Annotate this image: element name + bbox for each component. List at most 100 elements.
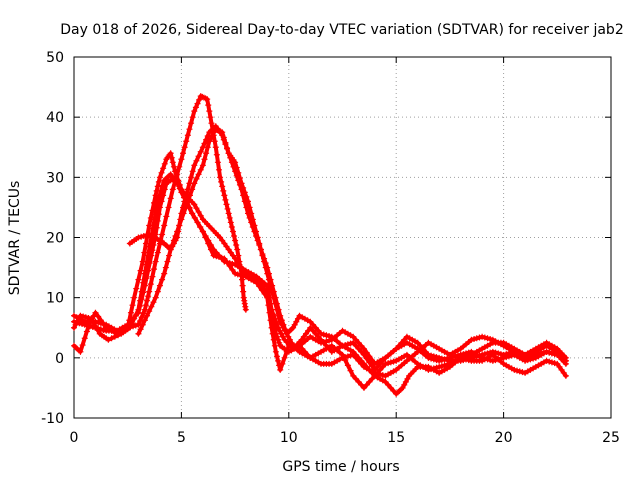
data-point (366, 378, 373, 385)
data-point (438, 357, 445, 364)
data-point (180, 150, 187, 157)
data-point (315, 333, 322, 340)
data-point (320, 331, 327, 338)
y-tick-label: 0 (55, 351, 64, 367)
data-point (358, 381, 365, 388)
data-point (291, 321, 298, 328)
data-point (82, 314, 89, 321)
data-point (192, 104, 199, 111)
axes: 0 5 10 15 20 25 -10 0 10 20 30 40 50 (41, 50, 620, 446)
data-point (224, 259, 231, 266)
x-tick-label: 5 (177, 430, 186, 446)
data-point (197, 223, 204, 230)
data-point (239, 276, 246, 283)
data-point (438, 363, 445, 370)
data-point (271, 342, 278, 349)
data-point (436, 357, 443, 364)
data-point (113, 327, 120, 334)
data-point (259, 251, 266, 258)
data-point (519, 351, 526, 358)
data-point (142, 302, 149, 309)
data-point (519, 369, 526, 376)
data-point (281, 354, 288, 361)
data-point (154, 183, 161, 190)
data-point (210, 252, 217, 259)
data-point (358, 348, 365, 355)
data-point (147, 281, 154, 288)
data-point (402, 378, 409, 385)
data-point (294, 315, 301, 322)
data-point (221, 240, 228, 247)
data-point (194, 219, 201, 226)
data-point (231, 232, 238, 239)
data-point (355, 357, 362, 364)
data-point (205, 102, 212, 109)
data-point (239, 282, 246, 289)
data-point (213, 151, 220, 158)
data-point (377, 371, 384, 378)
data-point (527, 356, 534, 363)
data-point (224, 205, 231, 212)
data-point (235, 252, 242, 259)
data-point (290, 324, 297, 331)
data-point (272, 348, 279, 355)
data-point (201, 156, 208, 163)
data-point (219, 129, 226, 136)
data-point (205, 240, 212, 247)
data-point (358, 342, 365, 349)
data-point (135, 276, 142, 283)
data-point (158, 169, 165, 176)
data-point (271, 315, 278, 322)
data-point (145, 293, 152, 300)
data-point (543, 348, 550, 355)
data-point (135, 234, 142, 241)
data-point (178, 186, 185, 193)
data-point (221, 255, 228, 262)
data-point (379, 372, 386, 379)
data-point (276, 339, 283, 346)
data-point (385, 381, 392, 388)
data-point (264, 294, 271, 301)
data-point (217, 234, 224, 241)
data-point (127, 309, 134, 316)
data-point (233, 164, 240, 171)
data-point (166, 252, 173, 259)
data-point (270, 288, 277, 295)
data-point (154, 249, 161, 256)
data-point (169, 186, 176, 193)
data-point (279, 333, 286, 340)
data-point (156, 174, 163, 181)
data-point (244, 198, 251, 205)
data-point (556, 363, 563, 370)
data-point (122, 325, 129, 332)
data-point (261, 255, 268, 262)
data-point (80, 313, 87, 320)
data-point (199, 162, 206, 169)
data-point (473, 335, 480, 342)
data-point (275, 357, 282, 364)
data-point (352, 354, 359, 361)
data-point (344, 353, 351, 360)
data-point (138, 233, 145, 240)
data-point (277, 312, 284, 319)
data-point (275, 324, 282, 331)
data-point (276, 327, 283, 334)
data-point (256, 240, 263, 247)
data-point (546, 349, 553, 356)
data-point (141, 270, 148, 277)
data-point (543, 357, 550, 364)
data-point (309, 327, 316, 334)
data-point (105, 336, 112, 343)
data-point (273, 320, 280, 327)
data-point (146, 222, 153, 229)
data-point (241, 189, 248, 196)
data-point (140, 232, 147, 239)
data-point (167, 246, 174, 253)
x-axis-label: GPS time / hours (282, 459, 399, 475)
labels: Day 018 of 2026, Sidereal Day-to-day VTE… (7, 22, 624, 475)
data-point (146, 243, 153, 250)
data-point (176, 163, 183, 170)
data-point (433, 357, 440, 364)
data-point (218, 178, 225, 185)
data-point (81, 335, 88, 342)
